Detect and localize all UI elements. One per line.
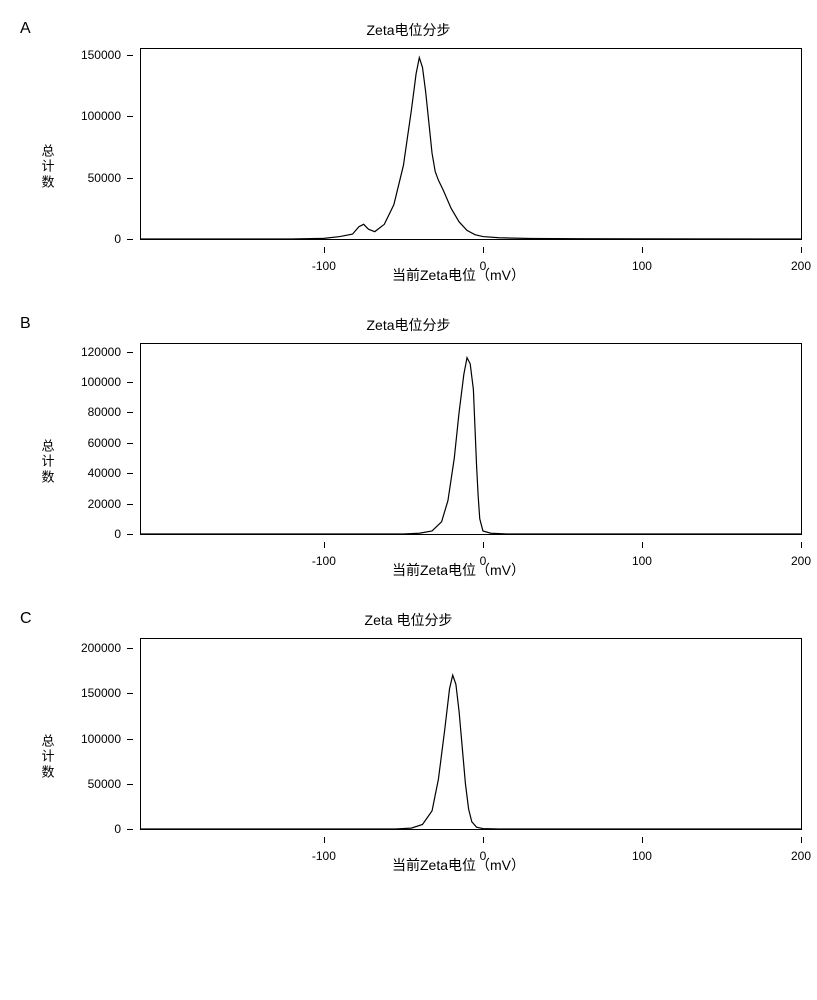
x-tick-mark bbox=[483, 837, 484, 843]
x-axis-label: 当前Zeta电位（mV） bbox=[140, 265, 777, 285]
y-axis-label: 总 计 数 bbox=[40, 438, 56, 485]
x-tick-label: -100 bbox=[312, 554, 336, 568]
x-tick-mark bbox=[324, 542, 325, 548]
y-tick-label: 200000 bbox=[81, 641, 121, 655]
y-tick-mark bbox=[127, 784, 133, 785]
panel-label: C bbox=[20, 610, 32, 628]
y-tick-label: 50000 bbox=[88, 171, 121, 185]
y-tick-label: 150000 bbox=[81, 686, 121, 700]
y-axis-label: 总 计 数 bbox=[40, 733, 56, 780]
x-tick-label: -100 bbox=[312, 259, 336, 273]
y-tick-mark bbox=[127, 352, 133, 353]
y-tick-label: 0 bbox=[114, 527, 121, 541]
x-tick-mark bbox=[483, 542, 484, 548]
y-axis-label: 总 计 数 bbox=[40, 143, 56, 190]
chart-title: Zeta电位分步 bbox=[20, 20, 797, 40]
y-tick-label: 150000 bbox=[81, 48, 121, 62]
x-tick-mark bbox=[324, 837, 325, 843]
x-tick-mark bbox=[801, 247, 802, 253]
chart-container: 总 计 数050000100000150000200000-1000100200… bbox=[80, 638, 777, 875]
x-tick-label: 200 bbox=[791, 849, 811, 863]
panel-b: BZeta电位分步总 计 数 0 20000 40000 60000 80000 10000… bbox=[20, 315, 797, 580]
chart-container: 总 计 数020000400006000080000100000120000-1… bbox=[80, 343, 777, 580]
x-axis-label: 当前Zeta电位（mV） bbox=[140, 855, 777, 875]
y-tick-label: 20000 bbox=[88, 497, 121, 511]
x-tick-mark bbox=[324, 247, 325, 253]
y-tick-mark bbox=[127, 412, 133, 413]
chart-title: Zeta 电位分步 bbox=[20, 610, 797, 630]
x-tick-label: 200 bbox=[791, 259, 811, 273]
plot-area: 020000400006000080000100000120000-100010… bbox=[140, 343, 802, 535]
y-tick-mark bbox=[127, 443, 133, 444]
panel-label: B bbox=[20, 315, 31, 333]
x-tick-mark bbox=[642, 247, 643, 253]
y-tick-mark bbox=[127, 504, 133, 505]
chart-title: Zeta电位分步 bbox=[20, 315, 797, 335]
x-tick-mark bbox=[801, 837, 802, 843]
x-tick-mark bbox=[642, 837, 643, 843]
x-tick-label: -100 bbox=[312, 849, 336, 863]
y-tick-mark bbox=[127, 829, 133, 830]
y-tick-label: 100000 bbox=[81, 732, 121, 746]
x-tick-label: 100 bbox=[632, 259, 652, 273]
x-tick-mark bbox=[801, 542, 802, 548]
plot-area: 050000100000150000200000-1000100200 bbox=[140, 638, 802, 830]
y-tick-mark bbox=[127, 534, 133, 535]
y-tick-mark bbox=[127, 116, 133, 117]
y-tick-mark bbox=[127, 239, 133, 240]
y-tick-mark bbox=[127, 648, 133, 649]
curve bbox=[141, 344, 801, 534]
chart-container: 总 计 数050000100000150000-1000100200当前Zeta… bbox=[80, 48, 777, 285]
curve bbox=[141, 639, 801, 829]
x-tick-label: 200 bbox=[791, 554, 811, 568]
y-tick-label: 100000 bbox=[81, 375, 121, 389]
y-tick-label: 40000 bbox=[88, 466, 121, 480]
curve bbox=[141, 49, 801, 239]
y-tick-mark bbox=[127, 693, 133, 694]
panel-label: A bbox=[20, 20, 31, 38]
y-tick-label: 60000 bbox=[88, 436, 121, 450]
y-tick-mark bbox=[127, 55, 133, 56]
panel-a: AZeta电位分步总 计 数 0 50000 100000 150000 -100 0 100… bbox=[20, 20, 797, 285]
x-tick-label: 100 bbox=[632, 554, 652, 568]
y-tick-label: 100000 bbox=[81, 109, 121, 123]
x-tick-label: 0 bbox=[480, 849, 487, 863]
y-tick-mark bbox=[127, 739, 133, 740]
y-tick-label: 0 bbox=[114, 822, 121, 836]
y-tick-mark bbox=[127, 178, 133, 179]
y-tick-mark bbox=[127, 382, 133, 383]
y-tick-label: 120000 bbox=[81, 345, 121, 359]
x-tick-label: 0 bbox=[480, 554, 487, 568]
plot-area: 050000100000150000-1000100200 bbox=[140, 48, 802, 240]
y-tick-label: 50000 bbox=[88, 777, 121, 791]
x-tick-label: 100 bbox=[632, 849, 652, 863]
y-tick-label: 0 bbox=[114, 232, 121, 246]
x-tick-mark bbox=[642, 542, 643, 548]
y-tick-label: 80000 bbox=[88, 405, 121, 419]
x-axis-label: 当前Zeta电位（mV） bbox=[140, 560, 777, 580]
x-tick-label: 0 bbox=[480, 259, 487, 273]
y-tick-mark bbox=[127, 473, 133, 474]
x-tick-mark bbox=[483, 247, 484, 253]
panel-c: CZeta 电位分步总 计 数 0 50000 100000 150000 200000 -… bbox=[20, 610, 797, 875]
